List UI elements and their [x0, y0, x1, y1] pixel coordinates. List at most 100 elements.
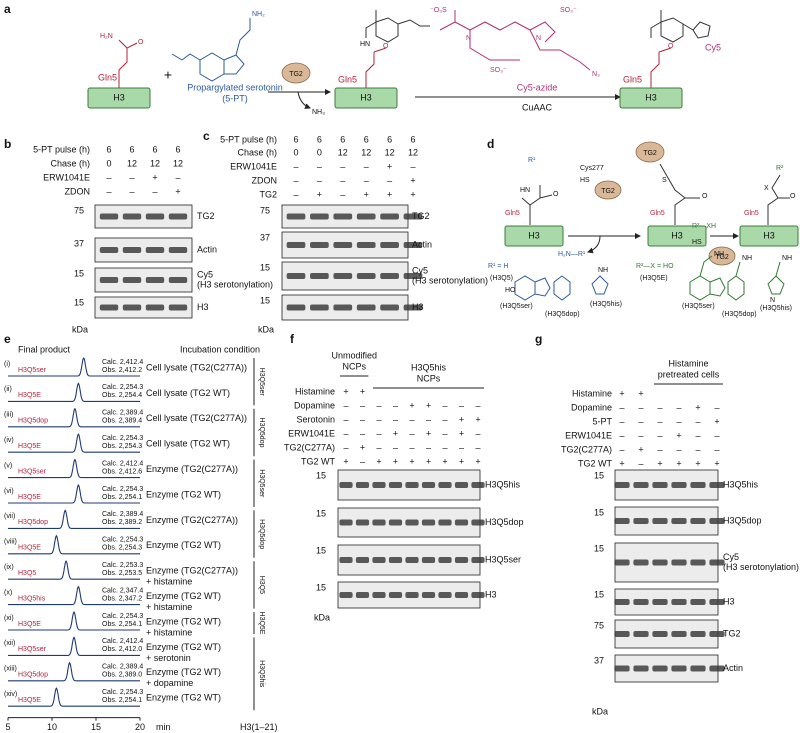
blot [94, 296, 193, 319]
condition-value: + [410, 175, 415, 185]
panel-label: d [487, 137, 494, 151]
band [403, 242, 423, 248]
condition-value: + [459, 456, 464, 466]
condition-value: + [393, 428, 398, 438]
condition-label: TG2(C277A) [561, 444, 612, 454]
histone-box [619, 87, 683, 109]
product: H3Q5dop [18, 672, 48, 679]
band [690, 665, 706, 672]
group-label: H3Q5 [258, 576, 265, 594]
band [388, 592, 403, 598]
condition-value: – [364, 175, 369, 185]
product-name: (H3Q5dop) [722, 311, 757, 318]
condition-value: – [619, 416, 624, 426]
group-header: Histamine [668, 358, 708, 368]
condition-value: + [695, 458, 700, 468]
blot-name: H3Q5ser [485, 554, 521, 564]
histone: H3 [763, 230, 775, 240]
blot-name: (H3 serotonylation) [723, 562, 799, 572]
mass: Calc. 2,389.4 [102, 511, 143, 518]
band [380, 304, 399, 311]
condition-value: – [376, 442, 381, 452]
row-index: (vi) [4, 488, 14, 495]
band [339, 519, 353, 526]
condition-value: – [676, 444, 681, 454]
histone: H3 [671, 230, 683, 240]
band [380, 242, 399, 248]
band [652, 599, 668, 605]
band [403, 304, 423, 311]
gln-chain [365, 47, 387, 88]
chromatogram [8, 585, 140, 606]
band [614, 665, 630, 672]
mass: Obs. 2,389.0 [102, 672, 142, 679]
band [122, 213, 142, 220]
atom: HS [692, 239, 702, 246]
band [403, 273, 423, 279]
histone-box [739, 225, 799, 247]
product-name: (H3Q5E) [640, 275, 668, 282]
panel-d: d Gln5 HN R¹ O H3 Cys277 HS TG2 H₂N—R¹ T… [487, 137, 799, 318]
kda-label: kDa [72, 324, 88, 334]
band [652, 665, 668, 672]
x-tick-label: 20 [135, 722, 145, 732]
condition-value: – [714, 444, 719, 454]
x-tick-label: 10 [47, 722, 57, 732]
thioester [659, 163, 700, 225]
condition: Enzyme (TG2 WT) [146, 642, 221, 652]
product-name: (H3Q5dop) [545, 311, 580, 318]
condition-label: ERW1041E [288, 428, 335, 438]
chromatogram [8, 484, 140, 504]
band [709, 665, 725, 672]
definition: R¹ = H [488, 263, 508, 270]
band [690, 599, 706, 605]
tg2-blob [708, 246, 736, 266]
band [652, 518, 668, 524]
atom: S [662, 177, 667, 184]
band [333, 273, 353, 279]
peptide: H3(1–21) [240, 722, 278, 732]
condition-value: 12 [385, 147, 395, 157]
condition-value: + [459, 428, 464, 438]
band [690, 559, 706, 566]
mass: Obs. 2,412.2 [102, 367, 142, 374]
band [633, 482, 649, 488]
mw-marker: 75 [594, 620, 604, 630]
condition-label: ERW1041E [230, 161, 277, 171]
mass: Calc. 2,412.4 [102, 359, 143, 366]
group-label: H3Q5dop [258, 418, 265, 448]
residue: Gln5 [744, 210, 759, 217]
mw-marker: 15 [316, 508, 326, 518]
residue: Gln5 [505, 210, 520, 217]
mw-marker: 37 [260, 232, 270, 242]
band [99, 247, 119, 253]
product: H3Q5E [18, 621, 41, 628]
band [438, 482, 452, 488]
condition-value: – [376, 400, 381, 410]
band [709, 599, 725, 605]
residue: Gln5 [650, 210, 665, 217]
row-index: (v) [4, 462, 12, 469]
atom: NH [598, 267, 608, 274]
x-tick-label: 5 [5, 722, 10, 732]
blot-name: Cy5 [723, 552, 739, 562]
condition-value: + [376, 456, 381, 466]
histone: H3 [528, 230, 540, 240]
band [471, 592, 485, 598]
band [438, 557, 452, 563]
mw-marker: 15 [594, 470, 604, 480]
mass: Obs. 2,254.4 [102, 392, 142, 399]
atom: O [138, 39, 144, 46]
atom: HS [580, 177, 590, 184]
band [355, 519, 370, 526]
condition-value: 0 [317, 147, 322, 157]
product-name: (H3Q5his) [760, 305, 792, 312]
band [454, 482, 469, 488]
group-header: pretreated cells [658, 369, 720, 379]
band [388, 557, 403, 563]
condition-value: 6 [293, 134, 298, 144]
band [438, 519, 452, 526]
condition-label: TG2 WT [301, 456, 335, 466]
mass: Obs. 2,412.6 [102, 468, 142, 475]
blot-name: H3Q5his [723, 479, 759, 489]
